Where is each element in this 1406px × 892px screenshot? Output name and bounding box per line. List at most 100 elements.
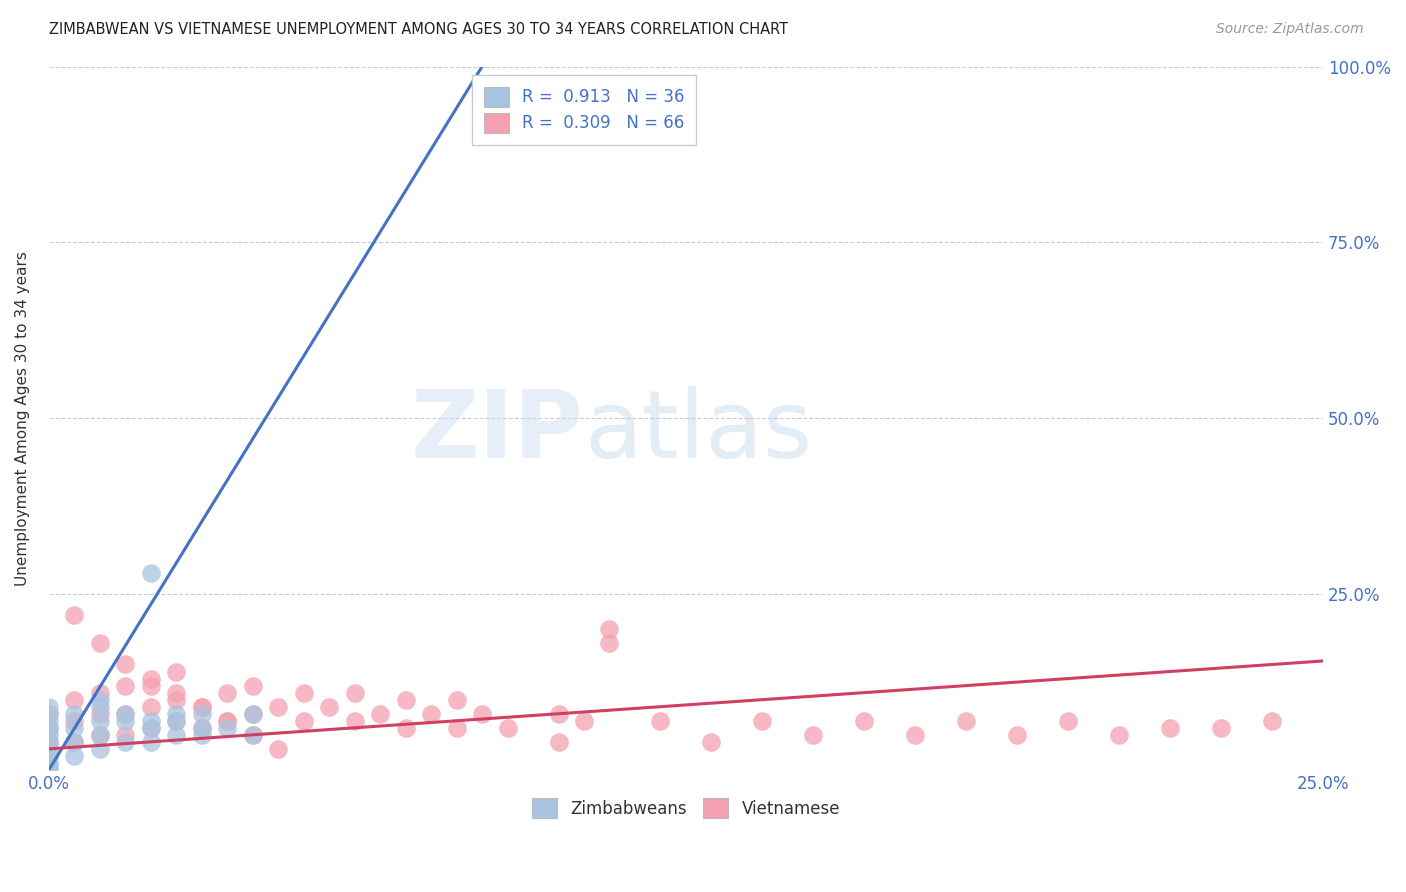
Point <box>139 679 162 693</box>
Point <box>63 706 86 721</box>
Point <box>803 728 825 742</box>
Point <box>89 714 111 728</box>
Point <box>343 685 366 699</box>
Point <box>547 735 569 749</box>
Text: ZIMBABWEAN VS VIETNAMESE UNEMPLOYMENT AMONG AGES 30 TO 34 YEARS CORRELATION CHAR: ZIMBABWEAN VS VIETNAMESE UNEMPLOYMENT AM… <box>49 22 789 37</box>
Point <box>89 692 111 706</box>
Point <box>38 714 60 728</box>
Point <box>38 721 60 735</box>
Point <box>38 763 60 777</box>
Point <box>63 714 86 728</box>
Point <box>547 706 569 721</box>
Point <box>446 721 468 735</box>
Point <box>242 679 264 693</box>
Point <box>38 735 60 749</box>
Point <box>190 706 212 721</box>
Point <box>217 714 239 728</box>
Point <box>63 735 86 749</box>
Point <box>89 728 111 742</box>
Point <box>89 685 111 699</box>
Point <box>114 679 136 693</box>
Text: Source: ZipAtlas.com: Source: ZipAtlas.com <box>1216 22 1364 37</box>
Point <box>38 721 60 735</box>
Point <box>139 735 162 749</box>
Point <box>38 706 60 721</box>
Point <box>1261 714 1284 728</box>
Point <box>420 706 443 721</box>
Point <box>267 742 290 756</box>
Point <box>38 748 60 763</box>
Point <box>598 636 620 650</box>
Point <box>89 742 111 756</box>
Text: atlas: atlas <box>583 386 813 478</box>
Point <box>165 728 187 742</box>
Point <box>165 706 187 721</box>
Point <box>114 714 136 728</box>
Point <box>114 728 136 742</box>
Point <box>1211 721 1233 735</box>
Y-axis label: Unemployment Among Ages 30 to 34 years: Unemployment Among Ages 30 to 34 years <box>15 251 30 586</box>
Point <box>242 706 264 721</box>
Point <box>63 608 86 623</box>
Point <box>446 692 468 706</box>
Point <box>190 721 212 735</box>
Point <box>318 699 340 714</box>
Point <box>89 636 111 650</box>
Point <box>38 735 60 749</box>
Point <box>292 714 315 728</box>
Point <box>394 721 416 735</box>
Point <box>38 699 60 714</box>
Point <box>63 748 86 763</box>
Point <box>343 714 366 728</box>
Point <box>700 735 723 749</box>
Point <box>751 714 773 728</box>
Point <box>650 714 672 728</box>
Point <box>190 699 212 714</box>
Point <box>292 685 315 699</box>
Point <box>165 685 187 699</box>
Point <box>267 699 290 714</box>
Point <box>89 706 111 721</box>
Point <box>217 685 239 699</box>
Point <box>114 735 136 749</box>
Point <box>139 672 162 686</box>
Text: ZIP: ZIP <box>411 386 583 478</box>
Point <box>165 692 187 706</box>
Point <box>38 756 60 770</box>
Point <box>471 706 494 721</box>
Point <box>368 706 391 721</box>
Point <box>38 742 60 756</box>
Point <box>190 699 212 714</box>
Point <box>572 714 595 728</box>
Point <box>853 714 876 728</box>
Point <box>1108 728 1130 742</box>
Point <box>1159 721 1181 735</box>
Point <box>394 692 416 706</box>
Point <box>63 692 86 706</box>
Point <box>242 728 264 742</box>
Point <box>904 728 927 742</box>
Point <box>1057 714 1080 728</box>
Point <box>165 665 187 679</box>
Point <box>165 714 187 728</box>
Point <box>38 728 60 742</box>
Point <box>89 699 111 714</box>
Point <box>1007 728 1029 742</box>
Point <box>63 721 86 735</box>
Point <box>139 566 162 580</box>
Point <box>38 748 60 763</box>
Point <box>190 728 212 742</box>
Point <box>139 721 162 735</box>
Point <box>38 706 60 721</box>
Point <box>165 714 187 728</box>
Point <box>63 735 86 749</box>
Point <box>242 706 264 721</box>
Point <box>89 728 111 742</box>
Point <box>38 759 60 773</box>
Point <box>496 721 519 735</box>
Point <box>217 714 239 728</box>
Point <box>114 657 136 672</box>
Legend: Zimbabweans, Vietnamese: Zimbabweans, Vietnamese <box>524 791 846 825</box>
Point <box>139 714 162 728</box>
Point <box>598 623 620 637</box>
